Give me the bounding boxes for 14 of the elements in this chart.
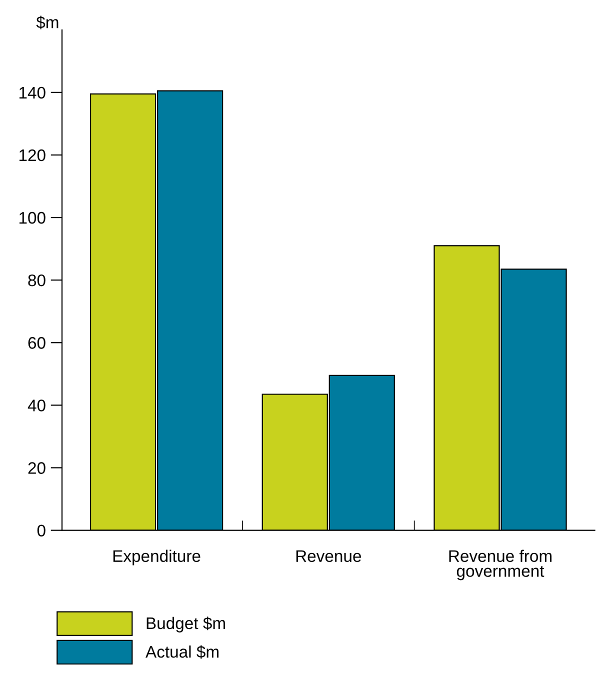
legend-label: Actual $m — [146, 645, 218, 659]
y-tick-label: 100 — [20, 212, 46, 224]
legend-label: Budget $m — [146, 616, 225, 632]
y-tick-label: 80 — [28, 274, 46, 286]
y-axis-title: $m — [36, 16, 58, 30]
y-tick-label: 60 — [28, 337, 46, 349]
x-tick-label: Revenue — [296, 550, 362, 562]
y-tick-label: 20 — [28, 462, 46, 474]
y-tick-label: 140 — [20, 86, 46, 99]
x-tick-label: Expenditure — [113, 550, 200, 566]
y-tick-label: 120 — [20, 149, 46, 162]
x-tick-label: Revenue from government — [449, 550, 552, 580]
y-tick-label: 40 — [28, 400, 46, 412]
y-tick-label: 0 — [37, 524, 46, 536]
